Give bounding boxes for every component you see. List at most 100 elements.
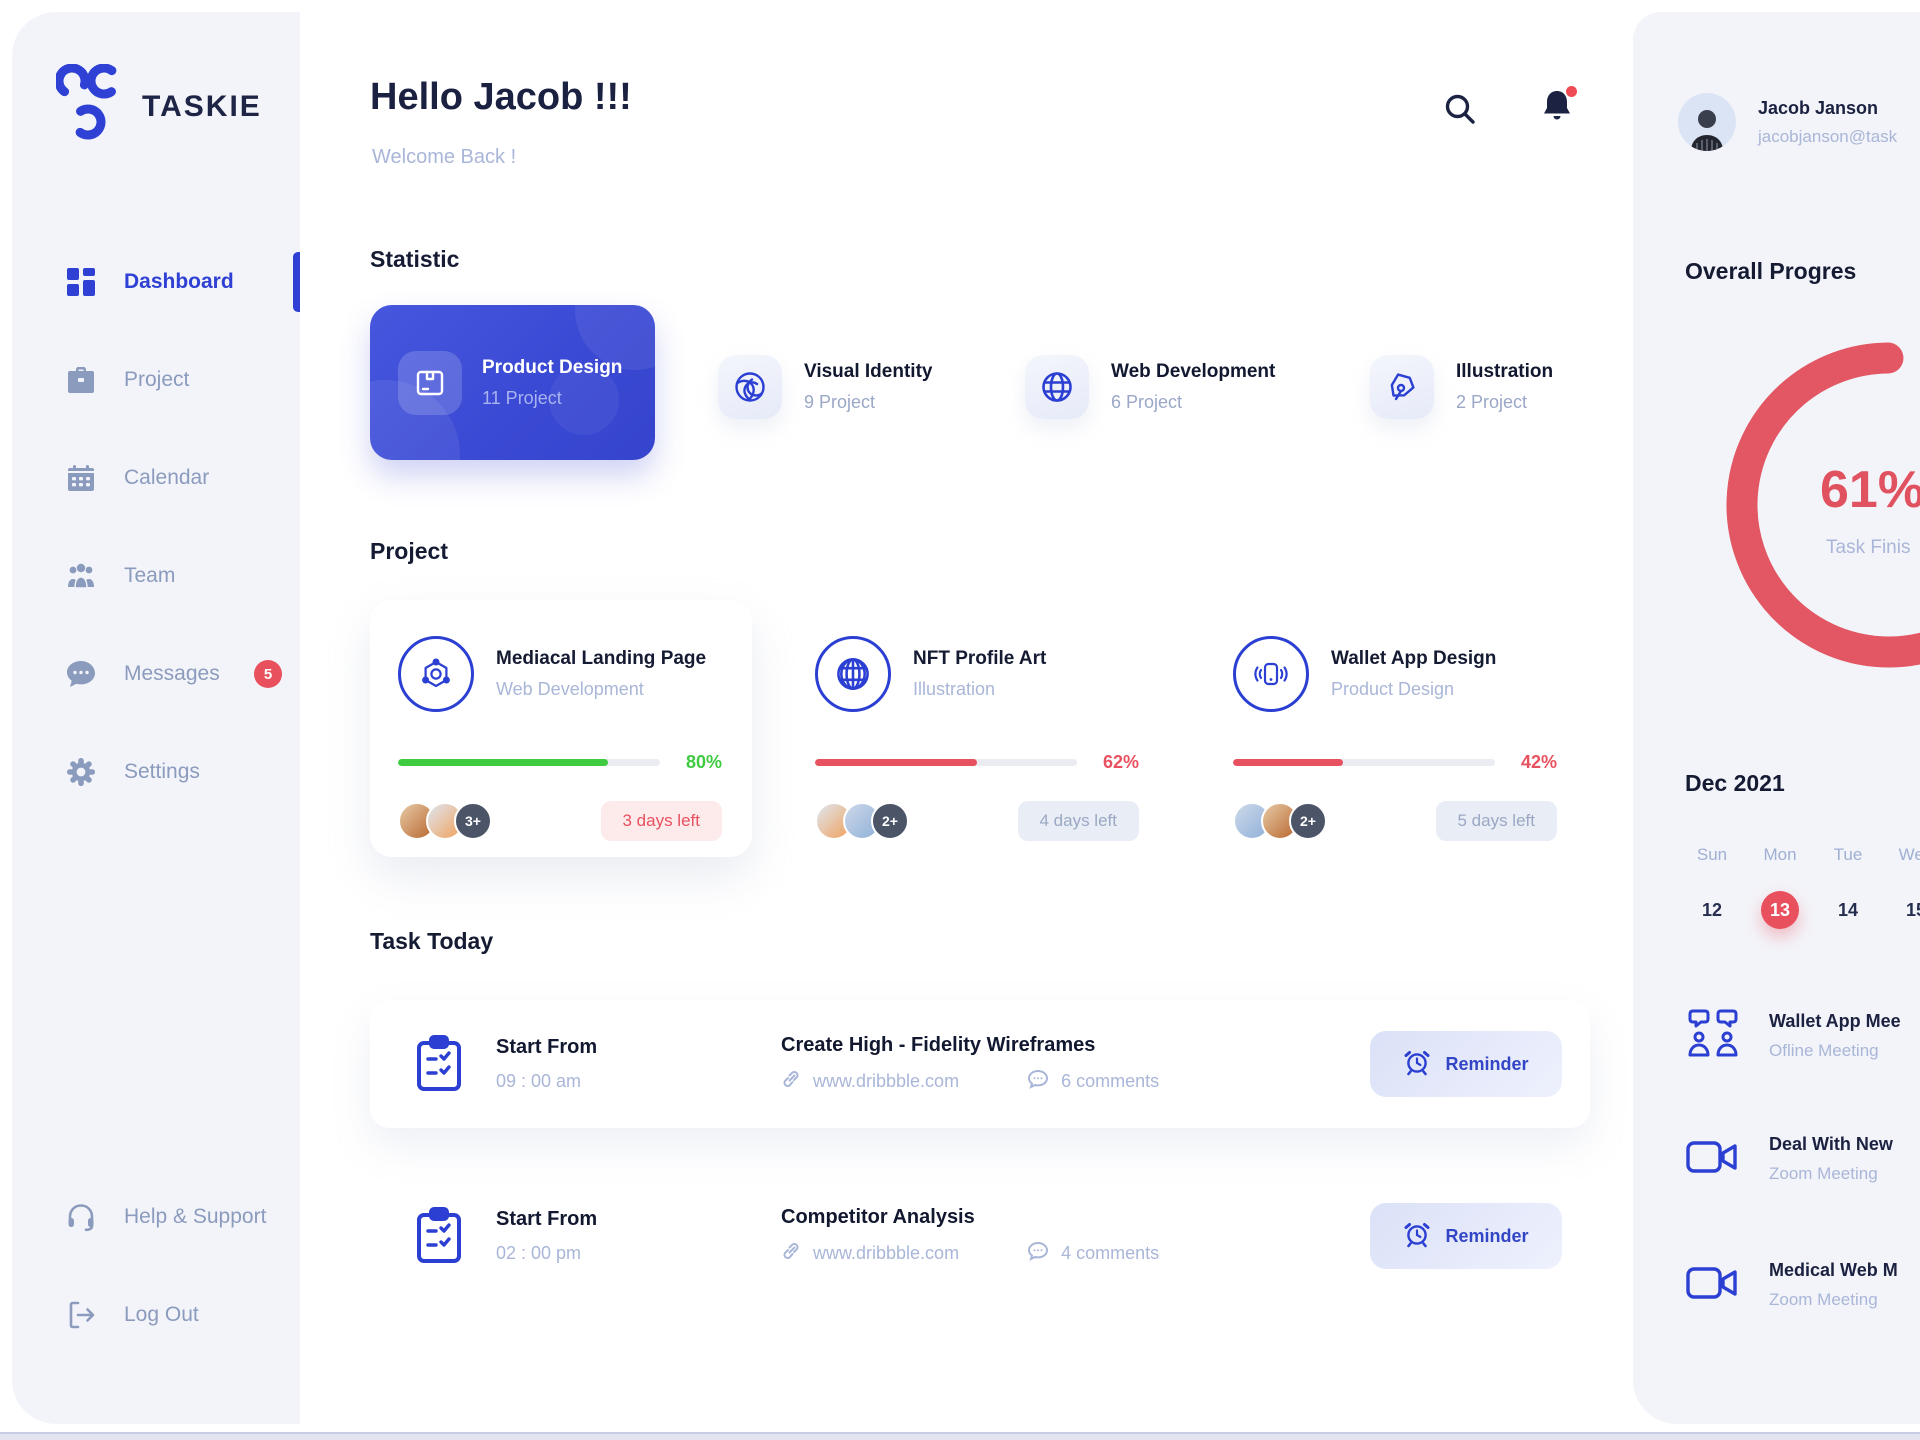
user-profile[interactable]: Jacob Janson jacobjanson@task bbox=[1678, 93, 1920, 151]
sidebar-item-messages[interactable]: Messages 5 bbox=[12, 625, 300, 723]
progress-fill bbox=[815, 759, 978, 766]
task-start-label: Start From bbox=[496, 1036, 598, 1058]
package-box-icon bbox=[398, 351, 462, 415]
meeting-title: Medical Web M bbox=[1769, 1260, 1898, 1280]
reminder-button[interactable]: Reminder bbox=[1370, 1031, 1562, 1097]
sidebar-nav: Dashboard Project bbox=[12, 233, 300, 821]
logout-icon bbox=[64, 1300, 98, 1330]
dashboard-grid-icon bbox=[64, 267, 98, 297]
search-icon[interactable] bbox=[1443, 92, 1477, 131]
alarm-clock-icon bbox=[1403, 1048, 1431, 1081]
project-title: NFT Profile Art bbox=[913, 648, 1047, 669]
sidebar-item-logout[interactable]: Log Out bbox=[12, 1266, 300, 1364]
overall-progress-percent: 61% bbox=[1820, 461, 1920, 519]
welcome-subtitle: Welcome Back ! bbox=[372, 146, 517, 168]
stat-card-illustration[interactable]: Illustration 2 Project bbox=[1370, 355, 1553, 419]
progress-track bbox=[815, 759, 1077, 766]
sidebar-item-settings[interactable]: Settings bbox=[12, 723, 300, 821]
reminder-button[interactable]: Reminder bbox=[1370, 1203, 1562, 1269]
sidebar: TASKIE Dashboard bbox=[12, 12, 300, 1424]
meeting-item[interactable]: Deal With New Zoom Meeting bbox=[1685, 1134, 1920, 1184]
stat-card-count: 2 Project bbox=[1456, 392, 1528, 412]
stat-card-web-development[interactable]: Web Development 6 Project bbox=[1025, 355, 1275, 419]
profile-name: Jacob Janson bbox=[1758, 97, 1879, 118]
project-title: Wallet App Design bbox=[1331, 648, 1497, 669]
calendar-icon bbox=[64, 463, 98, 493]
calendar-date[interactable]: 12 bbox=[1701, 899, 1723, 920]
task-start-time: 02 : 00 pm bbox=[496, 1243, 582, 1263]
sidebar-item-calendar[interactable]: Calendar bbox=[12, 429, 300, 527]
weekday-label: Wed bbox=[1898, 845, 1920, 864]
progress-percent: 42% bbox=[1520, 752, 1557, 772]
task-comments[interactable]: 4 comments bbox=[1061, 1243, 1160, 1263]
stat-card-product-design[interactable]: Product Design 11 Project bbox=[370, 305, 655, 460]
bell-icon[interactable] bbox=[1540, 86, 1577, 129]
project-category: Illustration bbox=[913, 679, 996, 699]
calendar-weekday-row: Sun Mon Tue Wed bbox=[1678, 845, 1920, 865]
meeting-type: Zoom Meeting bbox=[1769, 1290, 1878, 1309]
stat-card-title: Illustration bbox=[1456, 361, 1554, 382]
project-category: Product Design bbox=[1331, 679, 1455, 699]
stat-card-title: Web Development bbox=[1111, 361, 1276, 382]
project-section-title: Project bbox=[370, 538, 448, 564]
stat-card-visual-identity[interactable]: Visual Identity 9 Project bbox=[718, 355, 932, 419]
sidebar-item-dashboard[interactable]: Dashboard bbox=[12, 233, 300, 331]
days-left-badge: 5 days left bbox=[1435, 801, 1557, 841]
molecule-icon bbox=[398, 636, 474, 712]
task-row[interactable]: Start From 02 : 00 pm Competitor Analysi… bbox=[370, 1172, 1590, 1300]
calendar-date[interactable]: 14 bbox=[1837, 899, 1859, 920]
swirl-icon bbox=[718, 355, 782, 419]
meeting-item[interactable]: Wallet App Mee Ofline Meeting bbox=[1685, 1007, 1920, 1064]
progress-fill bbox=[1233, 759, 1344, 766]
project-category: Web Development bbox=[496, 679, 644, 699]
stat-card-count: 11 Project bbox=[482, 388, 562, 408]
sidebar-item-project[interactable]: Project bbox=[12, 331, 300, 429]
project-title: Mediacal Landing Page bbox=[496, 648, 707, 669]
brand-name: TASKIE bbox=[142, 89, 262, 123]
profile-email: jacobjanson@task bbox=[1758, 126, 1898, 146]
project-card-mediacal-landing-page[interactable]: Mediacal Landing Page Web Development 80… bbox=[370, 600, 752, 857]
overall-progress-caption: Task Finis bbox=[1826, 537, 1911, 558]
decorative-blob bbox=[549, 365, 619, 435]
project-card-wallet-app-design[interactable]: Wallet App Design Product Design 42% 2+ … bbox=[1205, 600, 1587, 857]
headset-icon bbox=[64, 1202, 98, 1232]
extra-members-badge: 2+ bbox=[1289, 802, 1327, 840]
task-link[interactable]: www.dribbble.com bbox=[813, 1243, 960, 1263]
task-name: Competitor Analysis bbox=[781, 1206, 975, 1228]
task-row[interactable]: Start From 09 : 00 am Create High - Fide… bbox=[370, 1000, 1590, 1128]
taskie-logo-icon bbox=[54, 63, 122, 149]
extra-members-badge: 2+ bbox=[871, 802, 909, 840]
active-indicator bbox=[293, 252, 300, 312]
reminder-label: Reminder bbox=[1445, 1225, 1529, 1246]
project-card-nft-profile-art[interactable]: NFT Profile Art Illustration 62% 2+ 4 da… bbox=[787, 600, 1169, 857]
pen-nib-icon bbox=[1370, 355, 1434, 419]
sidebar-item-team[interactable]: Team bbox=[12, 527, 300, 625]
comment-icon bbox=[1027, 1069, 1049, 1094]
overall-progress-title: Overall Progres bbox=[1685, 258, 1857, 284]
sidebar-item-help-support[interactable]: Help & Support bbox=[12, 1168, 300, 1266]
meeting-item[interactable]: Medical Web M Zoom Meeting bbox=[1685, 1260, 1920, 1310]
task-name: Create High - Fidelity Wireframes bbox=[781, 1034, 1096, 1056]
calendar-date[interactable]: 15 bbox=[1905, 899, 1920, 920]
weekday-label: Sun bbox=[1696, 845, 1728, 864]
calendar-month-title: Dec 2021 bbox=[1685, 770, 1785, 796]
people-meeting-icon bbox=[1685, 1007, 1741, 1064]
link-icon bbox=[781, 1069, 801, 1094]
sidebar-item-label: Calendar bbox=[124, 466, 210, 489]
calendar-date-selected[interactable]: 13 bbox=[1746, 890, 1814, 930]
video-camera-icon bbox=[1685, 1261, 1741, 1310]
gear-icon bbox=[64, 757, 98, 787]
member-avatars: 2+ bbox=[815, 802, 909, 840]
sidebar-item-label: Team bbox=[124, 564, 176, 587]
comment-icon bbox=[1027, 1241, 1049, 1266]
video-camera-icon bbox=[1685, 1135, 1741, 1184]
task-comments[interactable]: 6 comments bbox=[1061, 1071, 1160, 1091]
link-icon bbox=[781, 1241, 801, 1266]
member-avatars: 2+ bbox=[1233, 802, 1327, 840]
task-today-section-title: Task Today bbox=[370, 928, 494, 954]
clipboard-checklist-icon bbox=[410, 1033, 468, 1095]
weekday-label: Mon bbox=[1763, 845, 1797, 864]
task-link[interactable]: www.dribbble.com bbox=[813, 1071, 960, 1091]
task-start-label: Start From bbox=[496, 1208, 598, 1230]
